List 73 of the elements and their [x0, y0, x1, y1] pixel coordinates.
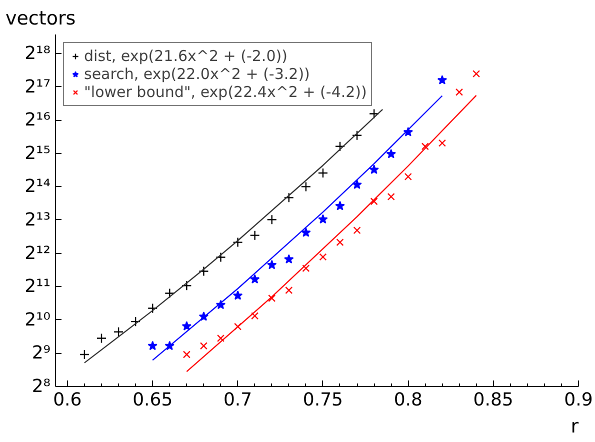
point — [216, 252, 226, 262]
y-tick-label: 2¹² — [24, 242, 51, 264]
y-tick-label: 2⁹ — [32, 342, 51, 364]
point — [455, 88, 464, 96]
point — [387, 192, 395, 200]
point — [148, 340, 158, 350]
point — [300, 182, 312, 192]
point — [182, 350, 190, 358]
point — [268, 294, 276, 302]
y-axis-title: vectors — [6, 8, 76, 30]
point — [301, 228, 311, 237]
point — [318, 214, 328, 224]
point — [386, 148, 396, 158]
point — [335, 200, 345, 210]
y-tick-label: 2¹⁸ — [24, 42, 51, 64]
point — [79, 349, 90, 360]
point — [96, 333, 107, 344]
point — [302, 264, 310, 272]
point — [198, 266, 209, 276]
y-tick-label: 2¹⁷ — [24, 76, 51, 98]
point — [370, 198, 378, 206]
x-tick-label: 0.9 — [564, 390, 593, 410]
x-tick-label: 0.7 — [223, 390, 252, 410]
point — [437, 75, 448, 84]
point — [318, 168, 328, 178]
point — [336, 238, 344, 246]
line-series — [84, 108, 384, 364]
y-tick-label: 2¹⁰ — [24, 309, 51, 330]
point — [130, 316, 141, 327]
x-tick-label: 0.75 — [302, 390, 343, 410]
point — [250, 230, 260, 240]
point — [266, 214, 277, 225]
point — [368, 108, 380, 119]
point — [200, 342, 208, 350]
point — [113, 326, 124, 337]
y-tick-label: 2⁸ — [32, 376, 51, 397]
x-tick-label: 0.8 — [394, 390, 422, 410]
point — [404, 172, 412, 180]
y-tick-label: 2¹³ — [24, 209, 51, 230]
point — [216, 334, 225, 342]
point — [232, 237, 243, 248]
point — [182, 321, 192, 330]
point — [232, 290, 243, 300]
point — [284, 254, 294, 264]
point — [369, 164, 379, 174]
point — [353, 226, 361, 234]
point — [164, 288, 175, 298]
x-tick-label: 0.6 — [53, 390, 82, 410]
point — [352, 180, 362, 189]
point — [421, 142, 429, 150]
point — [182, 280, 192, 291]
x-axis-title: r — [570, 416, 579, 438]
x-tick-label: 0.65 — [132, 390, 173, 410]
point — [285, 286, 293, 294]
point — [319, 253, 327, 261]
point — [334, 141, 346, 152]
y-tick-label: 2¹⁵ — [24, 142, 51, 164]
point — [251, 312, 259, 320]
point — [438, 139, 446, 147]
legend-label: "lower bound", exp(22.4x^2 + (-4.2)) — [84, 83, 367, 101]
y-tick-label: 2¹⁶ — [24, 110, 51, 131]
point — [250, 274, 260, 284]
y-tick-label: 2¹¹ — [24, 276, 51, 298]
legend-label: dist, exp(21.6x^2 + (-2.0)) — [84, 47, 288, 65]
y-tick-label: 2¹⁴ — [24, 176, 51, 198]
legend-label: search, exp(22.0x^2 + (-3.2)) — [84, 65, 310, 83]
point — [148, 303, 158, 314]
point — [266, 260, 277, 270]
point — [352, 130, 362, 141]
point — [284, 192, 294, 203]
point — [234, 322, 242, 330]
x-tick-label: 0.85 — [473, 390, 514, 410]
point — [472, 70, 480, 78]
